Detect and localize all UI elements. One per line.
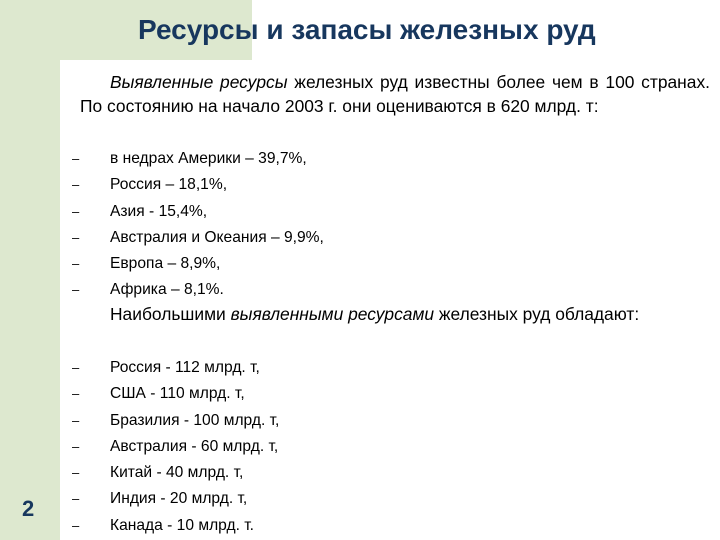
intro-paragraph: Выявленные ресурсы железных руд известны… <box>80 70 710 118</box>
list-item: – США - 110 млрд. т, <box>72 381 279 407</box>
list-item: – Китай - 40 млрд. т, <box>72 460 279 486</box>
leaders-paragraph: Наибольшими выявленными ресурсами железн… <box>80 302 710 326</box>
content-area <box>60 60 720 540</box>
list-item-text: Австралия и Океания – 9,9%, <box>110 228 324 246</box>
side-accent-band <box>0 0 60 540</box>
bullet-dash: – <box>72 229 80 245</box>
bullet-dash: – <box>72 177 80 193</box>
list-item: – в недрах Америки – 39,7%, <box>72 146 324 172</box>
list-item-text: Африка – 8,1%. <box>110 281 224 299</box>
list-item: – Россия – 18,1%, <box>72 172 324 198</box>
list-item-text: Китай - 40 млрд. т, <box>110 464 244 482</box>
bullet-dash: – <box>72 151 80 166</box>
list-item: – Индия - 20 млрд. т, <box>72 486 279 512</box>
slide-title: Ресурсы и запасы железных руд <box>138 14 596 45</box>
bullet-dash: – <box>72 256 80 272</box>
list-item-text: Канада - 10 млрд. т. <box>110 516 254 534</box>
bullet-dash: – <box>72 203 80 219</box>
header-accent-band <box>0 0 252 60</box>
leaders-emphasis: выявленными ресурсами <box>230 304 435 324</box>
bullet-dash: – <box>72 491 80 507</box>
list-item: – Россия - 112 млрд. т, <box>72 355 279 381</box>
list-item-text: Австралия - 60 млрд. т, <box>110 437 279 455</box>
intro-text: железных руд известны более чем в 100 ст… <box>80 72 710 116</box>
list-item-text: Бразилия - 100 млрд. т, <box>110 411 280 429</box>
bullet-dash: – <box>72 465 80 481</box>
list-item-text: Азия - 15,4%, <box>110 202 208 220</box>
list-item-text: США - 110 млрд. т, <box>110 385 245 403</box>
intro-emphasis: Выявленные ресурсы <box>110 72 288 92</box>
list-item-text: Россия - 112 млрд. т, <box>110 359 260 376</box>
list-item-text: в недрах Америки – 39,7%, <box>110 150 307 167</box>
list-item: – Австралия - 60 млрд. т, <box>72 434 279 460</box>
bullet-dash: – <box>72 517 80 533</box>
list-item: – Африка – 8,1%. <box>72 277 324 303</box>
bullet-dash: – <box>72 282 80 298</box>
list-item: – Австралия и Океания – 9,9%, <box>72 225 324 251</box>
regions-list: – в недрах Америки – 39,7%, – Россия – 18,… <box>72 146 324 304</box>
list-item: – Европа – 8,9%, <box>72 251 324 277</box>
list-item-text: Европа – 8,9%, <box>110 255 221 273</box>
leaders-after: железных руд обладают: <box>434 304 640 324</box>
list-item-text: Индия - 20 млрд. т, <box>110 490 248 508</box>
countries-list: – Россия - 112 млрд. т, – США - 110 млрд. … <box>72 355 279 539</box>
bullet-dash: – <box>72 360 80 375</box>
bullet-dash: – <box>72 438 80 454</box>
list-item: – Азия - 15,4%, <box>72 199 324 225</box>
bullet-dash: – <box>72 412 80 428</box>
list-item: – Бразилия - 100 млрд. т, <box>72 408 279 434</box>
slide-number: 2 <box>22 496 35 521</box>
list-item-text: Россия – 18,1%, <box>110 176 228 194</box>
list-item: – Канада - 10 млрд. т. <box>72 513 279 539</box>
bullet-dash: – <box>72 386 80 402</box>
leaders-before: Наибольшими <box>110 304 231 324</box>
